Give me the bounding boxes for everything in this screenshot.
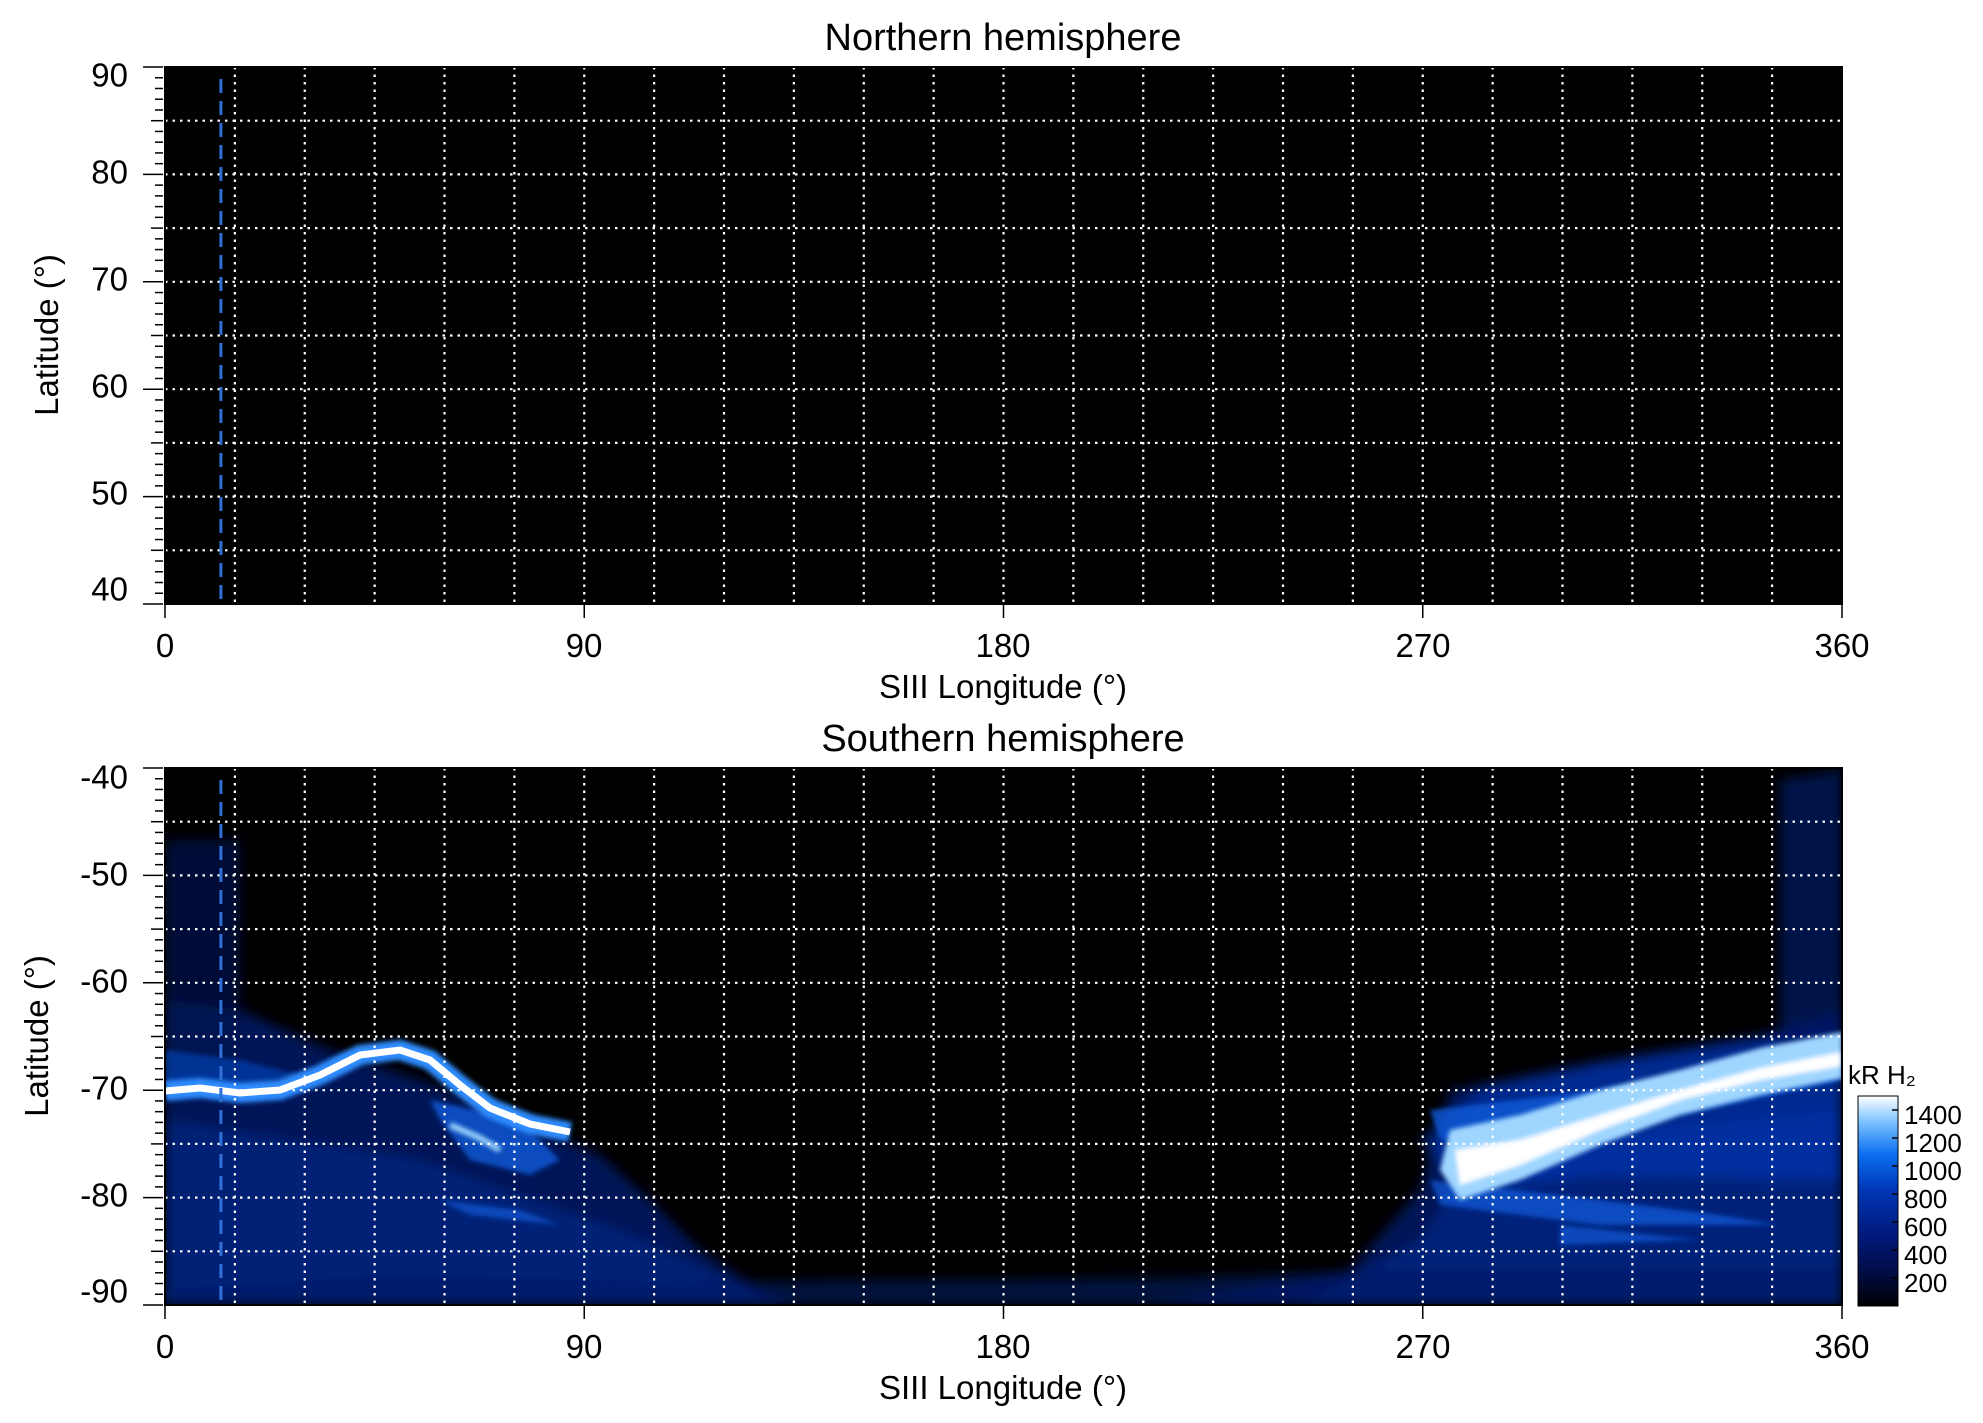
southern-ytick-neg90: -90 [80,1273,128,1310]
northern-xtick-360: 360 [1814,627,1869,664]
southern-ytick-neg70: -70 [80,1070,128,1107]
southern-y-axis-label: Latitude (°) [18,955,55,1117]
southern-ytick-neg40: -40 [80,759,128,796]
southern-panel-title: Southern hemisphere [821,718,1184,760]
auroral-emission [165,770,1842,1305]
northern-ytick-70: 70 [91,261,128,298]
northern-panel-title: Northern hemisphere [825,17,1182,59]
southern-xtick-180: 180 [975,1328,1030,1365]
northern-xtick-0: 0 [156,627,174,664]
northern-ytick-40: 40 [91,571,128,608]
southern-xtick-270: 270 [1395,1328,1450,1365]
southern-grid [165,768,1842,1305]
southern-x-axis-label: SIII Longitude (°) [879,1369,1127,1406]
northern-ytick-60: 60 [91,368,128,405]
northern-y-axis-label: Latitude (°) [28,254,65,416]
northern-ytick-80: 80 [91,154,128,191]
colorbar-tick-200: 200 [1904,1268,1947,1298]
west-oval [165,1039,572,1153]
southern-xtick-0: 0 [156,1328,174,1365]
colorbar-tick-800: 800 [1904,1184,1947,1214]
colorbar-tick-1200: 1200 [1904,1128,1962,1158]
northern-ytick-50: 50 [91,475,128,512]
northern-panel: Northern hemisphere 90 80 70 60 50 40 0 … [28,17,1870,705]
southern-axis-ticks [143,767,1843,1319]
bright-east-oval [1440,1032,1842,1200]
colorbar-tick-600: 600 [1904,1212,1947,1242]
northern-xtick-90: 90 [566,627,603,664]
southern-xtick-360: 360 [1814,1328,1869,1365]
colorbar-tick-1400: 1400 [1904,1100,1962,1130]
northern-ytick-90: 90 [91,57,128,94]
northern-grid [165,67,1842,604]
colorbar-gradient [1857,1095,1899,1307]
southern-ytick-neg80: -80 [80,1177,128,1214]
northern-xtick-180: 180 [975,627,1030,664]
northern-x-axis-label: SIII Longitude (°) [879,668,1127,705]
colorbar-label: kR H₂ [1848,1060,1916,1090]
colorbar: kR H₂ 1400 1200 1000 800 600 400 200 [1848,1060,1962,1307]
colorbar-tick-1000: 1000 [1904,1156,1962,1186]
northern-axis-ticks [143,66,1843,618]
northern-xtick-270: 270 [1395,627,1450,664]
southern-panel: Southern hemisphere [18,718,1870,1406]
southern-xtick-90: 90 [566,1328,603,1365]
colorbar-tick-400: 400 [1904,1240,1947,1270]
southern-ytick-neg60: -60 [80,963,128,1000]
colorbar-ticks [1892,1109,1898,1279]
southern-ytick-neg50: -50 [80,856,128,893]
